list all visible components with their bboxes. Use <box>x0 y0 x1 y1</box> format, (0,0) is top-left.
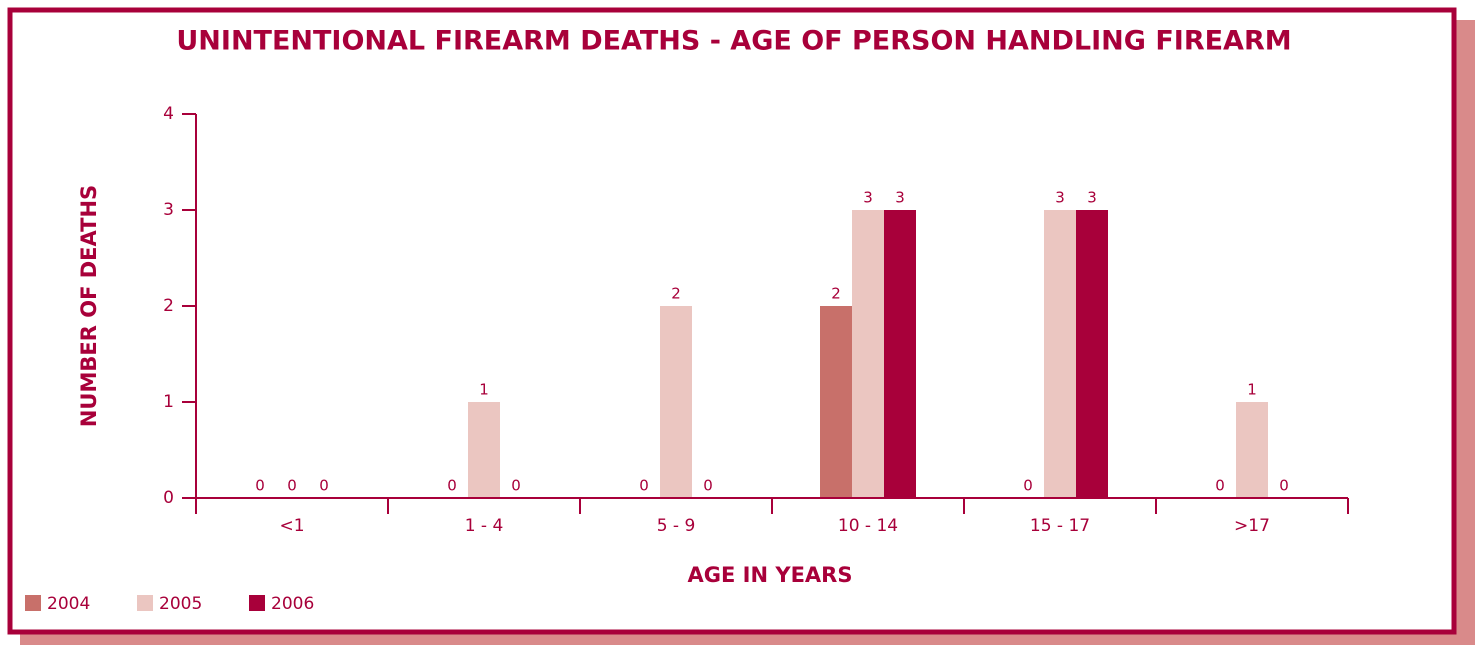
legend-swatch <box>249 595 265 611</box>
value-label: 0 <box>511 477 521 495</box>
x-tick-label: 10 - 14 <box>838 516 898 536</box>
y-tick-label: 3 <box>163 200 174 220</box>
value-label: 0 <box>639 477 649 495</box>
legend-label: 2005 <box>159 594 202 614</box>
value-label: 3 <box>863 189 873 207</box>
y-axis-title: NUMBER OF DEATHS <box>77 185 101 427</box>
bar <box>852 210 884 498</box>
value-label: 0 <box>319 477 329 495</box>
legend-label: 2004 <box>47 594 90 614</box>
y-tick-label: 0 <box>163 488 174 508</box>
value-label: 0 <box>1023 477 1033 495</box>
x-tick-label: <1 <box>279 516 304 536</box>
value-label: 0 <box>287 477 297 495</box>
y-tick-label: 2 <box>163 296 174 316</box>
value-label: 3 <box>895 189 905 207</box>
value-label: 0 <box>447 477 457 495</box>
frame <box>7 7 1457 635</box>
chart-title: UNINTENTIONAL FIREARM DEATHS - AGE OF PE… <box>176 26 1291 57</box>
value-label: 0 <box>1279 477 1289 495</box>
value-label: 0 <box>703 477 713 495</box>
y-tick-label: 4 <box>163 104 174 124</box>
value-label: 1 <box>479 381 489 399</box>
legend-swatch <box>25 595 41 611</box>
bar <box>820 306 852 498</box>
x-tick-label: 1 - 4 <box>465 516 504 536</box>
value-label: 3 <box>1055 189 1065 207</box>
value-label: 1 <box>1247 381 1257 399</box>
bar <box>884 210 916 498</box>
x-tick-label: 15 - 17 <box>1030 516 1090 536</box>
bar <box>1076 210 1108 498</box>
x-tick-label: 5 - 9 <box>657 516 696 536</box>
legend-swatch <box>137 595 153 611</box>
value-label: 2 <box>671 285 681 303</box>
y-tick-label: 1 <box>163 392 174 412</box>
value-label: 2 <box>831 285 841 303</box>
bar <box>660 306 692 498</box>
bar <box>1236 402 1268 498</box>
x-axis-title: AGE IN YEARS <box>688 563 853 587</box>
bar <box>468 402 500 498</box>
bar <box>1044 210 1076 498</box>
value-label: 0 <box>255 477 265 495</box>
value-label: 0 <box>1215 477 1225 495</box>
value-label: 3 <box>1087 189 1097 207</box>
x-tick-label: >17 <box>1234 516 1270 536</box>
legend-label: 2006 <box>271 594 314 614</box>
